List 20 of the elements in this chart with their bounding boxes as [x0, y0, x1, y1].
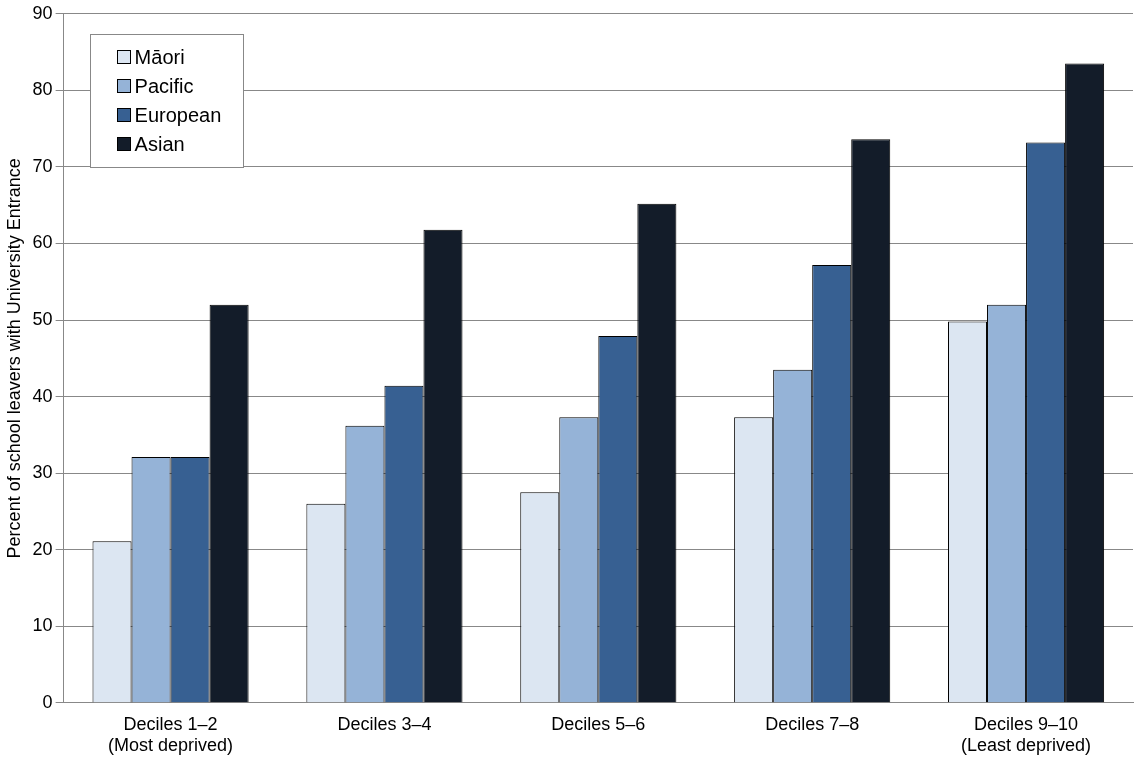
y-tick-label: 40 — [32, 385, 53, 406]
y-axis-title: Percent of school leavers with University Entrance — [3, 158, 24, 559]
legend-label: European — [134, 102, 222, 128]
legend-label: Māori — [134, 44, 185, 70]
x-tick-label: Deciles 9–10 (Least deprived) — [961, 713, 1092, 756]
y-tick-label: 90 — [32, 2, 53, 23]
x-tick-label: Deciles 1–2 (Most deprived) — [108, 713, 234, 756]
y-tick-label: 10 — [32, 615, 53, 636]
y-tick-label: 50 — [32, 308, 53, 329]
legend-label: Asian — [134, 131, 185, 157]
x-tick-label: Deciles 3–4 — [337, 713, 432, 734]
y-tick-label: 0 — [42, 691, 53, 712]
y-tick-label: 70 — [32, 155, 53, 176]
x-tick-label: Deciles 5–6 — [551, 713, 646, 734]
legend-label: Pacific — [134, 73, 194, 99]
y-tick-label: 80 — [32, 79, 53, 100]
y-tick-label: 20 — [32, 538, 53, 559]
x-tick-label: Deciles 7–8 — [765, 713, 860, 734]
y-tick-label: 60 — [32, 232, 53, 253]
y-tick-label: 30 — [32, 462, 53, 483]
